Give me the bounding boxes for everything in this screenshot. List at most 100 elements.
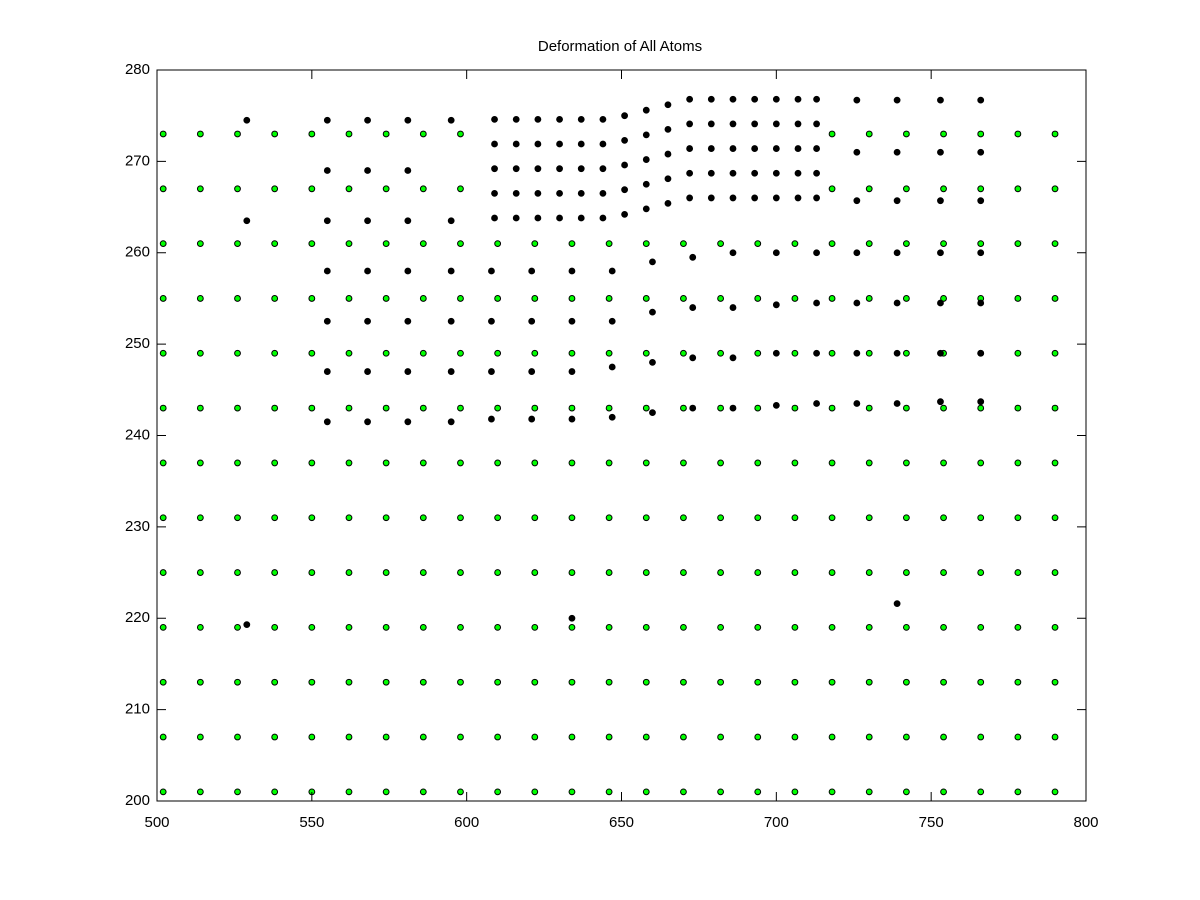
atom [488, 267, 495, 275]
atom [271, 514, 279, 522]
atom [865, 569, 873, 576]
atom [1051, 569, 1059, 576]
atom [1051, 514, 1059, 522]
atom [893, 600, 901, 608]
atom [828, 459, 836, 467]
atom [457, 459, 464, 467]
atom [308, 404, 316, 412]
atom [404, 418, 412, 426]
atom [686, 145, 694, 152]
atom [404, 368, 412, 375]
atom [791, 569, 799, 576]
atom [605, 569, 613, 576]
atom [642, 514, 650, 522]
atom [491, 115, 498, 123]
atom [447, 217, 455, 225]
atom [772, 169, 780, 177]
atom [977, 249, 985, 257]
atom [791, 678, 799, 686]
atom [234, 185, 241, 193]
atom [717, 733, 724, 741]
atom [308, 130, 316, 138]
atom [364, 116, 371, 124]
atom [813, 299, 820, 307]
atom [828, 733, 836, 741]
atom [234, 349, 241, 357]
atom [689, 304, 697, 311]
atom [159, 459, 167, 467]
atom [419, 514, 427, 522]
atom [234, 130, 241, 138]
atom [791, 295, 799, 302]
atom [364, 418, 371, 426]
atom [865, 295, 873, 302]
atom [457, 788, 464, 796]
atom [494, 240, 502, 248]
atom [649, 409, 656, 417]
atom [419, 240, 427, 248]
atom [531, 788, 539, 796]
atom [865, 623, 873, 631]
atom [528, 317, 536, 325]
atom [772, 145, 780, 152]
atom [447, 267, 455, 275]
atom [853, 249, 861, 257]
atom [717, 349, 724, 357]
atom [568, 733, 576, 741]
atom [791, 404, 799, 412]
atom [772, 349, 780, 357]
atom [234, 295, 241, 302]
atom [308, 295, 316, 302]
atom [642, 349, 650, 357]
y-tick-label: 220 [125, 609, 150, 626]
atom [1014, 514, 1022, 522]
atom [457, 569, 464, 576]
atom [323, 167, 331, 174]
atom [568, 569, 576, 576]
x-tick-label: 800 [1073, 814, 1098, 831]
atom [1051, 733, 1059, 741]
atom [940, 678, 947, 686]
atom [556, 189, 563, 197]
atom [642, 106, 650, 114]
atom [707, 95, 715, 103]
atom [751, 194, 759, 202]
atom [940, 185, 947, 193]
atom [754, 678, 762, 686]
atom [1014, 678, 1022, 686]
atom [271, 185, 279, 193]
atom [642, 240, 650, 248]
atom [865, 733, 873, 741]
atom [794, 120, 802, 128]
atom [729, 95, 737, 103]
atom [940, 459, 947, 467]
atom [323, 116, 331, 124]
atom [940, 788, 947, 796]
atom [902, 788, 910, 796]
atom [568, 678, 576, 686]
atom [977, 569, 985, 576]
atom [642, 788, 650, 796]
atom [717, 404, 724, 412]
atom [621, 186, 628, 194]
atom [664, 101, 672, 109]
atom [196, 295, 204, 302]
atom [568, 788, 576, 796]
atom [494, 514, 502, 522]
atom [902, 185, 910, 193]
atom [419, 349, 427, 357]
atom [680, 678, 687, 686]
atom [902, 295, 910, 302]
atom [494, 295, 502, 302]
atom [680, 623, 687, 631]
atom [577, 165, 585, 173]
atom [621, 136, 628, 144]
atom [345, 569, 353, 576]
atom [1051, 240, 1059, 248]
atom [751, 95, 759, 103]
atom [512, 189, 520, 197]
atom [271, 623, 279, 631]
atom [772, 301, 780, 309]
atom [419, 185, 427, 193]
atom [853, 349, 861, 357]
